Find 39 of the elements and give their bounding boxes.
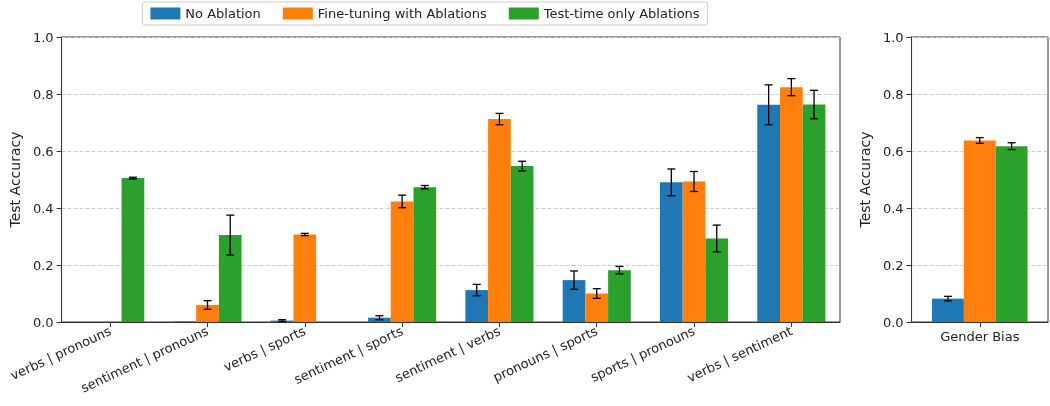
bar [510,166,534,322]
bar [757,104,780,322]
bar [488,119,511,322]
bar [218,235,242,322]
bar [293,234,317,322]
bar [196,304,219,322]
bar [963,140,996,322]
x-tick-label: Gender Bias [940,329,1020,344]
bar [932,298,964,322]
y-tick-label: 0.0 [32,314,54,330]
bar [705,238,729,322]
y-tick-label: 0.2 [882,257,904,273]
bar [413,187,437,322]
y-tick-label: 1.0 [32,29,54,45]
y-tick-label: 0.4 [882,200,904,216]
y-tick-label: 0.8 [882,86,904,102]
y-tick-label: 1.0 [882,29,904,45]
bar [465,290,489,322]
bar [121,178,145,322]
legend-label: No Ablation [185,6,261,21]
y-tick-label: 0.6 [32,143,54,159]
bar [585,293,609,322]
y-tick-label: 0.6 [882,143,904,159]
bar [780,87,803,322]
y-tick-label: 0.8 [32,86,54,102]
y-tick-label: 0.0 [882,314,904,330]
y-tick-label: 0.4 [32,200,54,216]
legend-label: Fine-tuning with Ablations [317,6,488,21]
legend-label: Test-time only Ablations [542,6,700,21]
y-axis-title: Test Accuracy [7,131,23,229]
bar [659,182,683,322]
bar [802,104,826,322]
bar [608,270,631,322]
bar [562,280,586,322]
y-tick-label: 0.2 [32,257,54,273]
bar [682,181,706,322]
bar [390,201,414,322]
bar [995,146,1028,322]
y-axis-title: Test Accuracy [857,131,873,229]
